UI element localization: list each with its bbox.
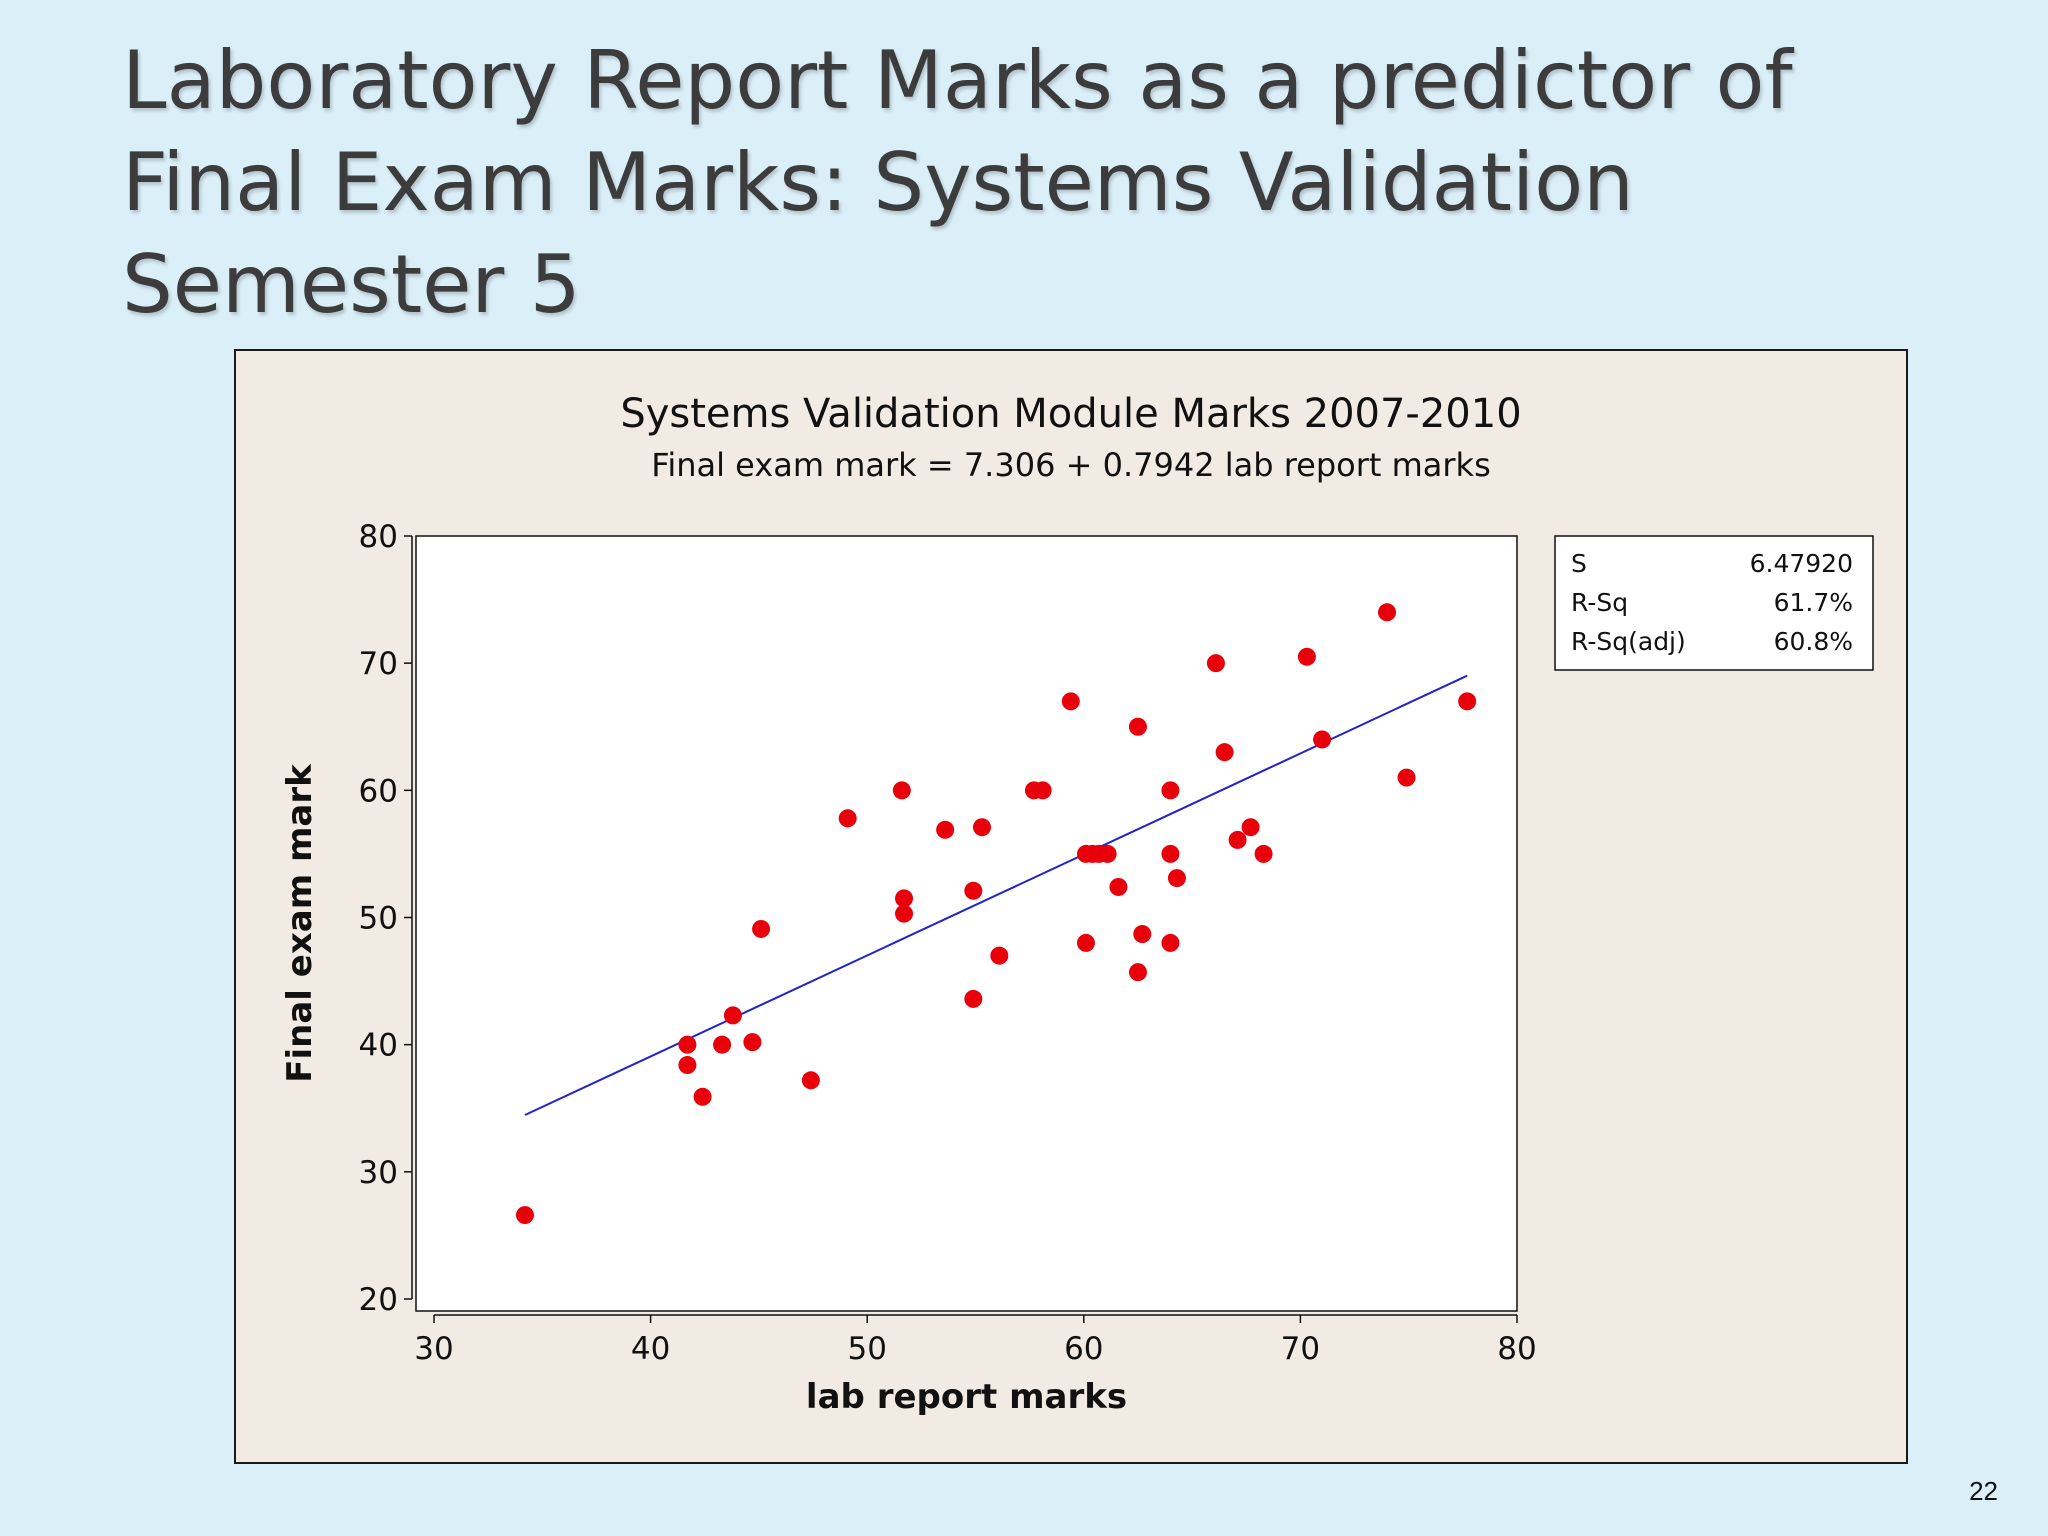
- data-point: [713, 1035, 732, 1054]
- x-tick-label: 60: [1064, 1331, 1103, 1367]
- data-point: [1109, 877, 1128, 896]
- data-point: [892, 781, 911, 800]
- data-point: [1076, 933, 1095, 952]
- x-tick-label: 80: [1497, 1331, 1536, 1367]
- data-point: [1254, 844, 1273, 863]
- data-point: [801, 1071, 820, 1090]
- data-point: [972, 818, 991, 837]
- y-axis-label: Final exam mark: [280, 763, 320, 1083]
- data-point: [1228, 830, 1247, 849]
- data-point: [743, 1033, 762, 1052]
- data-point: [1161, 781, 1180, 800]
- x-tick-label: 40: [631, 1331, 670, 1367]
- data-point: [895, 889, 914, 908]
- data-point: [723, 1006, 742, 1025]
- data-point: [678, 1035, 697, 1054]
- y-tick-label: 30: [359, 1155, 398, 1191]
- data-point: [1161, 844, 1180, 863]
- data-point: [1458, 692, 1477, 711]
- stats-label: S: [1571, 549, 1587, 578]
- stats-label: R-Sq: [1571, 588, 1628, 617]
- y-tick-label: 40: [359, 1028, 398, 1064]
- y-tick-label: 60: [359, 773, 398, 809]
- data-point: [964, 881, 983, 900]
- x-axis-label: lab report marks: [806, 1377, 1127, 1417]
- data-point: [964, 989, 983, 1008]
- chart-title: Systems Validation Module Marks 2007-201…: [620, 391, 1521, 437]
- plot-area: [415, 535, 1518, 1312]
- stats-value: 60.8%: [1774, 627, 1853, 656]
- slide-title: Laboratory Report Marks as a predictor o…: [122, 30, 1922, 336]
- data-point: [1167, 869, 1186, 888]
- data-point: [1378, 603, 1397, 622]
- slide-title-line-2: Final Exam Marks: Systems Validation: [122, 136, 1634, 229]
- chart-subtitle: Final exam mark = 7.306 + 0.7942 lab rep…: [651, 446, 1491, 484]
- x-tick-label: 30: [414, 1331, 453, 1367]
- stats-value: 6.47920: [1750, 549, 1853, 578]
- data-point: [1215, 743, 1234, 762]
- chart-figure: Systems Validation Module Marks 2007-201…: [234, 349, 1908, 1464]
- scatter-chart: Systems Validation Module Marks 2007-201…: [280, 391, 1874, 1417]
- data-point: [1397, 768, 1416, 787]
- data-point: [1313, 730, 1332, 749]
- data-point: [838, 809, 857, 828]
- slide-title-line-3: Semester 5: [122, 238, 581, 331]
- y-tick-label: 80: [359, 519, 398, 555]
- y-tick-label: 50: [359, 901, 398, 937]
- stats-value: 61.7%: [1774, 588, 1853, 617]
- data-point: [693, 1087, 712, 1106]
- data-point: [895, 904, 914, 923]
- page-number: 22: [1969, 1476, 1998, 1506]
- data-point: [1297, 647, 1316, 666]
- x-tick-label: 70: [1281, 1331, 1320, 1367]
- data-point: [1061, 692, 1080, 711]
- data-point: [990, 946, 1009, 965]
- data-point: [1133, 925, 1152, 944]
- y-tick-label: 70: [359, 646, 398, 682]
- data-point: [1033, 781, 1052, 800]
- data-point: [1128, 963, 1147, 982]
- slide-title-line-1: Laboratory Report Marks as a predictor o…: [122, 34, 1793, 127]
- data-point: [1098, 844, 1117, 863]
- stats-label: R-Sq(adj): [1571, 627, 1686, 656]
- data-point: [1241, 818, 1260, 837]
- data-point: [1128, 717, 1147, 736]
- data-point: [1206, 654, 1225, 673]
- stats-box: [1554, 535, 1874, 671]
- data-point: [936, 820, 955, 839]
- x-tick-label: 50: [847, 1331, 886, 1367]
- data-point: [1161, 933, 1180, 952]
- data-point: [678, 1056, 697, 1075]
- data-point: [752, 919, 771, 938]
- data-point: [515, 1206, 534, 1225]
- y-tick-label: 20: [359, 1282, 398, 1318]
